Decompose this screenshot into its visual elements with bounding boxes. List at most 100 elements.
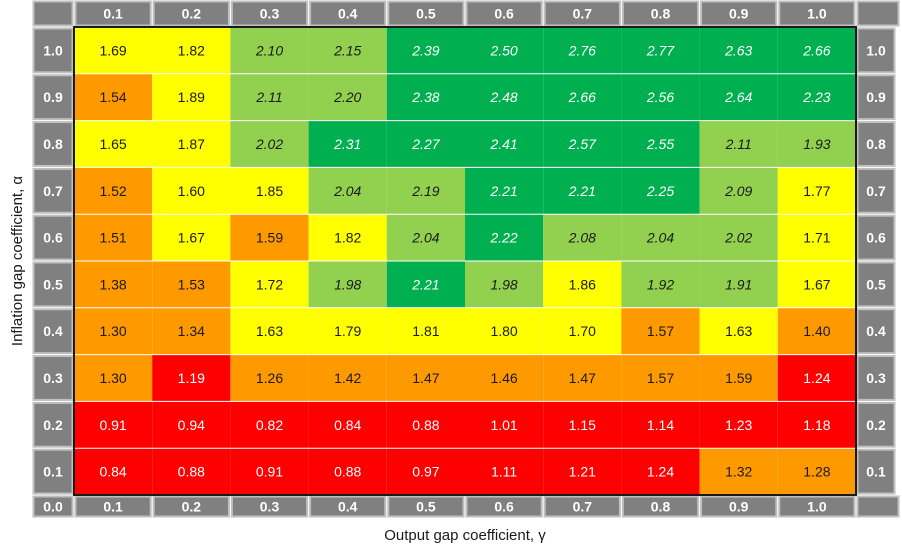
heatmap-cell bbox=[308, 448, 387, 495]
heatmap-cell-value: 1.28 bbox=[803, 464, 830, 480]
heatmap-cell bbox=[386, 120, 465, 168]
heatmap-cell bbox=[699, 448, 778, 495]
y-tick-right-0-box bbox=[856, 27, 896, 74]
heatmap-cell bbox=[699, 354, 778, 402]
heatmap-cell-value: 0.94 bbox=[178, 417, 205, 433]
heatmap-cell-value: 0.97 bbox=[412, 464, 439, 480]
heatmap-cell bbox=[621, 167, 700, 215]
heatmap-cell bbox=[308, 401, 387, 449]
heatmap-cell bbox=[543, 120, 622, 168]
heatmap-cell bbox=[699, 214, 778, 261]
heatmap-cell bbox=[699, 307, 778, 355]
heatmap-cell-value: 2.10 bbox=[255, 42, 283, 58]
heatmap-cell-value: 1.30 bbox=[99, 370, 126, 386]
heatmap-cell bbox=[543, 27, 622, 74]
y-tick-left-8: 0.2 bbox=[43, 417, 63, 433]
heatmap-cell bbox=[230, 167, 309, 215]
heatmap-cell bbox=[386, 354, 465, 402]
heatmap-cell-value: 1.26 bbox=[256, 370, 283, 386]
heatmap-cell-value: 1.38 bbox=[99, 276, 126, 292]
heatmap-cell bbox=[777, 354, 856, 402]
heatmap-cell bbox=[74, 27, 153, 74]
heatmap-cell-value: 2.21 bbox=[489, 183, 517, 199]
heatmap-cell bbox=[621, 307, 700, 355]
heatmap-cell-value: 0.88 bbox=[178, 464, 205, 480]
heatmap-cell-value: 2.48 bbox=[489, 89, 517, 105]
y-tick-left-8-box bbox=[32, 401, 74, 448]
heatmap-cell-value: 0.88 bbox=[412, 417, 439, 433]
heatmap-cell-value: 2.22 bbox=[489, 230, 517, 246]
heatmap-cell-value: 1.54 bbox=[99, 89, 126, 105]
heatmap-cell-value: 2.04 bbox=[411, 230, 439, 246]
heatmap-cell-value: 2.38 bbox=[411, 89, 439, 105]
y-tick-right-1-box bbox=[856, 74, 896, 121]
heatmap-cell bbox=[386, 307, 465, 355]
heatmap-cell-value: 1.69 bbox=[99, 42, 126, 58]
heatmap-cell-value: 2.02 bbox=[255, 136, 283, 152]
heatmap-cell-value: 1.79 bbox=[334, 323, 361, 339]
heatmap-cell bbox=[777, 167, 856, 215]
heatmap-cell bbox=[699, 167, 778, 215]
heatmap-cell-value: 0.91 bbox=[99, 417, 126, 433]
heatmap-cell bbox=[543, 73, 622, 121]
y-tick-right-9: 0.1 bbox=[866, 464, 886, 480]
y-tick-right-7: 0.3 bbox=[866, 370, 886, 386]
heatmap-cell-value: 1.80 bbox=[490, 323, 517, 339]
y-tick-right-2: 0.8 bbox=[866, 136, 886, 152]
y-tick-right-7-box bbox=[856, 355, 896, 401]
y-tick-left-9-box bbox=[32, 448, 74, 495]
heatmap-frame bbox=[73, 26, 857, 496]
heatmap-cell bbox=[543, 214, 622, 261]
heatmap-cell-value: 2.08 bbox=[568, 230, 596, 246]
x-tick-top-2: 0.3 bbox=[260, 6, 280, 22]
y-tick-right-8-box bbox=[856, 401, 896, 448]
x-tick-top-6: 0.7 bbox=[573, 6, 593, 22]
y-tick-left-3-box bbox=[32, 167, 74, 214]
heatmap-cell-value: 2.15 bbox=[333, 42, 361, 58]
x-tick-top-5-box bbox=[465, 0, 543, 27]
heatmap-cell bbox=[699, 261, 778, 308]
x-tick-top-3: 0.4 bbox=[338, 6, 358, 22]
x-tick-top-4-box bbox=[387, 0, 465, 27]
x-tick-top-8: 0.9 bbox=[729, 6, 749, 22]
x-tick-top-5: 0.6 bbox=[494, 6, 514, 22]
x-tick-top-8-box bbox=[700, 0, 778, 27]
x-tick-top-0-box bbox=[74, 0, 152, 27]
x-tick-bottom-3: 0.4 bbox=[338, 499, 358, 515]
y-tick-left-9: 0.1 bbox=[43, 464, 63, 480]
heatmap-cell bbox=[465, 73, 544, 121]
heatmap-cell bbox=[74, 73, 153, 121]
heatmap-cell-value: 1.15 bbox=[569, 417, 596, 433]
heatmap-cell bbox=[74, 307, 153, 355]
heatmap-cell bbox=[543, 354, 622, 402]
y-tick-left-0: 1.0 bbox=[43, 42, 63, 58]
heatmap-cell-value: 0.91 bbox=[256, 464, 283, 480]
heatmap-cell bbox=[152, 354, 231, 402]
heatmap-cell bbox=[621, 261, 700, 308]
heatmap-cell bbox=[230, 354, 309, 402]
heatmap-cell bbox=[777, 73, 856, 121]
heatmap-cell-value: 2.57 bbox=[568, 136, 597, 152]
x-tick-bottom-4: 0.5 bbox=[416, 499, 436, 515]
y-tick-left-7-box bbox=[32, 355, 74, 401]
y-tick-left-6-box bbox=[32, 308, 74, 355]
heatmap-cell-value: 1.53 bbox=[178, 276, 205, 292]
heatmap-cell bbox=[230, 120, 309, 168]
heatmap-cell-value: 1.21 bbox=[569, 464, 596, 480]
heatmap-cell bbox=[465, 261, 544, 308]
heatmap-cell-value: 2.23 bbox=[802, 89, 830, 105]
y-tick-origin-box bbox=[32, 495, 74, 518]
y-tick-right-8: 0.2 bbox=[866, 417, 886, 433]
heatmap-cell-value: 1.19 bbox=[178, 370, 205, 386]
heatmap-cell bbox=[777, 307, 856, 355]
heatmap-cell bbox=[308, 261, 387, 308]
heatmap-cell-value: 1.82 bbox=[178, 42, 205, 58]
header-layer: 0.0 0.1 0.1 0.2 0.2 0.3 0.3 0.4 0.4 0.5 0.5 0.6 0.6 0… bbox=[32, 0, 900, 518]
x-tick-top-7-box bbox=[621, 0, 700, 27]
heatmap-cell-value: 2.11 bbox=[255, 89, 282, 105]
heatmap-cell bbox=[777, 120, 856, 168]
heatmap-cell-value: 2.20 bbox=[333, 89, 361, 105]
y-tick-left-2: 0.8 bbox=[43, 136, 63, 152]
heatmap-cell-value: 2.04 bbox=[646, 230, 674, 246]
x-tick-top-6-box bbox=[543, 0, 621, 27]
